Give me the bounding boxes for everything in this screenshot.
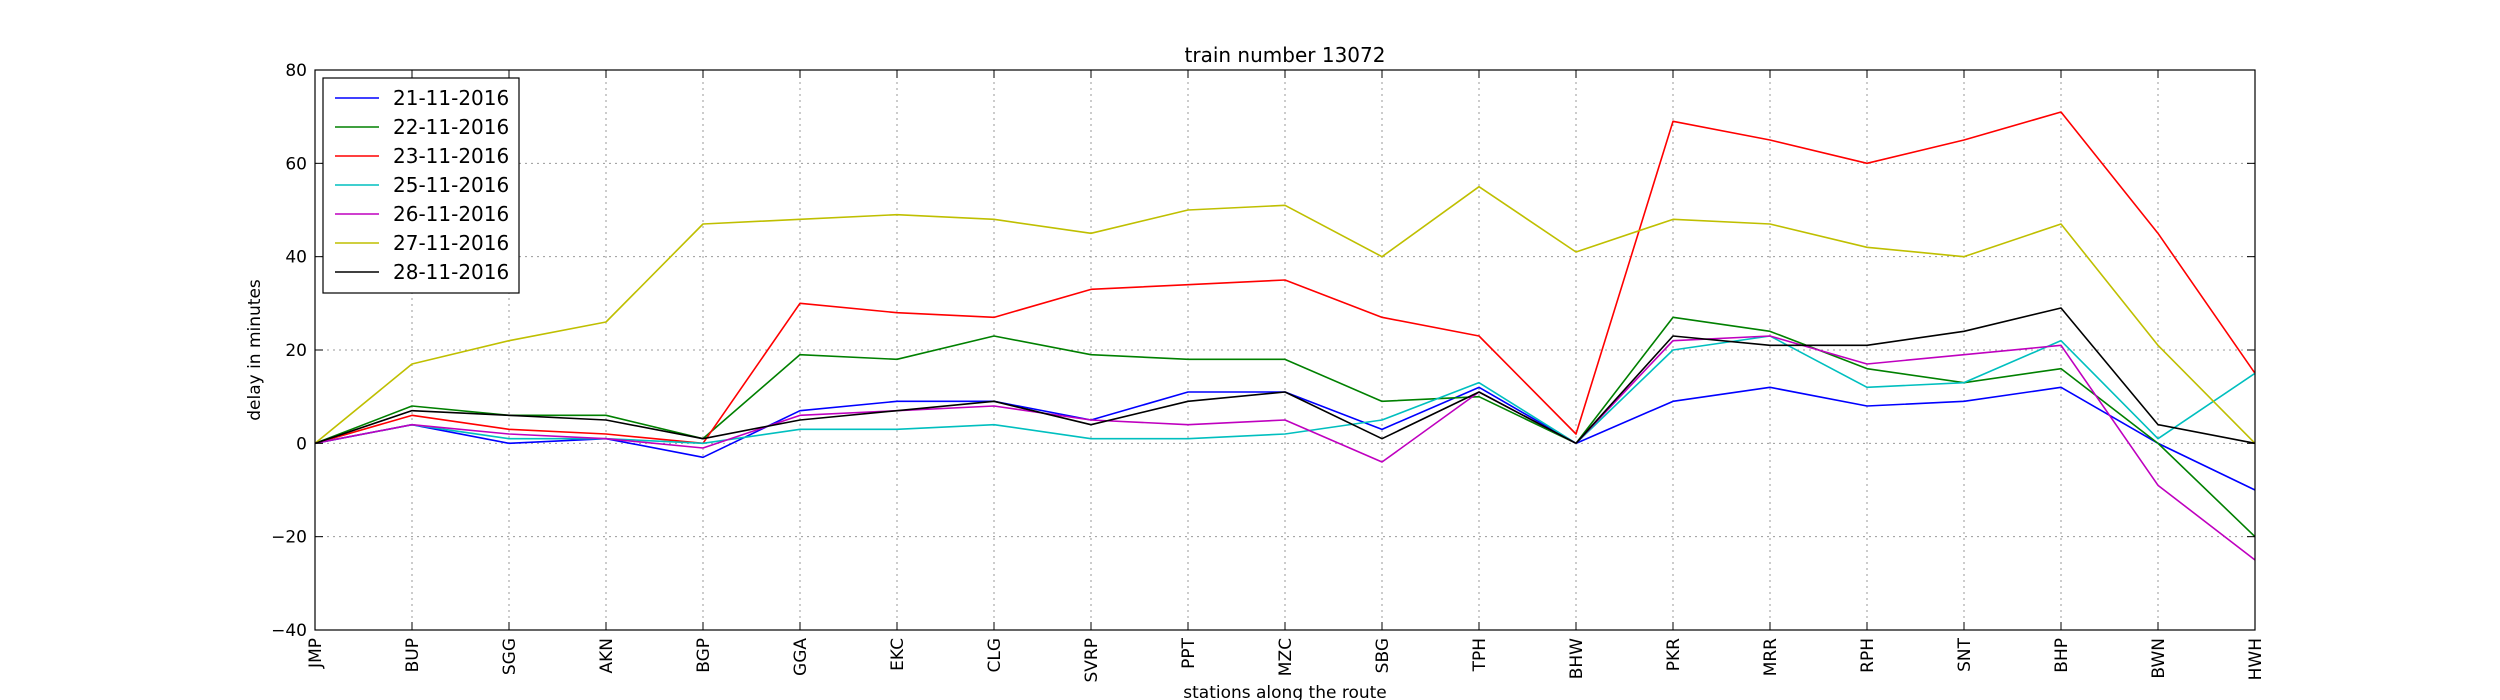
- x-tick-label: AKN: [597, 638, 617, 674]
- series-line: [314, 185, 2256, 444]
- x-tick-label: GGA: [791, 638, 811, 676]
- grid: [314, 69, 2256, 631]
- x-tick-label: PPT: [1179, 637, 1199, 669]
- y-tick-label: 80: [285, 61, 307, 81]
- legend-label: 21-11-2016: [393, 86, 509, 110]
- x-tick-label: EKC: [888, 638, 908, 671]
- x-tick-label: MRR: [1761, 638, 1781, 676]
- legend-label: 28-11-2016: [393, 260, 509, 284]
- y-tick-label: 20: [285, 341, 307, 361]
- y-tick-label: 0: [296, 434, 307, 454]
- x-tick-label: RPH: [1858, 638, 1878, 673]
- series-line: [314, 316, 2256, 538]
- x-tick-label: CLG: [985, 638, 1005, 673]
- series-line: [314, 111, 2256, 445]
- x-tick-label: BWN: [2149, 638, 2169, 679]
- y-axis-label: delay in minutes: [245, 279, 265, 421]
- x-tick-label: BUP: [403, 638, 423, 672]
- legend-label: 27-11-2016: [393, 231, 509, 255]
- y-tick-label: 40: [285, 248, 307, 268]
- x-tick-label: BHW: [1567, 638, 1587, 679]
- legend-label: 23-11-2016: [393, 144, 509, 168]
- series-line: [314, 307, 2256, 445]
- y-tick-label: −40: [271, 621, 307, 641]
- series-lines: [314, 111, 2256, 561]
- x-tick-label: BHP: [2052, 638, 2072, 673]
- legend-label: 22-11-2016: [393, 115, 509, 139]
- legend-label: 25-11-2016: [393, 173, 509, 197]
- legend-label: 26-11-2016: [393, 202, 509, 226]
- axis-ticks: −40 −20 0 20 40 60 80 JMP BUP SGG AKN BGP GGA EKC CLG S…: [271, 61, 2266, 682]
- x-tick-label: SVRP: [1082, 638, 1102, 682]
- x-tick-label: SNT: [1955, 637, 1975, 672]
- x-tick-label: HWH: [2246, 638, 2266, 680]
- y-tick-label: −20: [271, 528, 307, 548]
- x-tick-label: BGP: [694, 638, 714, 673]
- x-tick-label: SGG: [500, 638, 520, 675]
- y-tick-label: 60: [285, 154, 307, 174]
- x-tick-label: TPH: [1470, 638, 1490, 672]
- x-tick-label: PKR: [1664, 638, 1684, 671]
- series-line: [314, 335, 2256, 445]
- chart-title: train number 13072: [1185, 43, 1386, 67]
- legend: 21-11-2016 22-11-2016 23-11-2016 25-11-2016…: [322, 77, 520, 294]
- x-tick-label: JMP: [306, 638, 326, 669]
- x-tick-label: MZC: [1276, 638, 1296, 676]
- series-line: [314, 335, 2256, 561]
- x-axis-label: stations along the route: [1183, 683, 1387, 700]
- x-tick-label: SBG: [1373, 638, 1393, 673]
